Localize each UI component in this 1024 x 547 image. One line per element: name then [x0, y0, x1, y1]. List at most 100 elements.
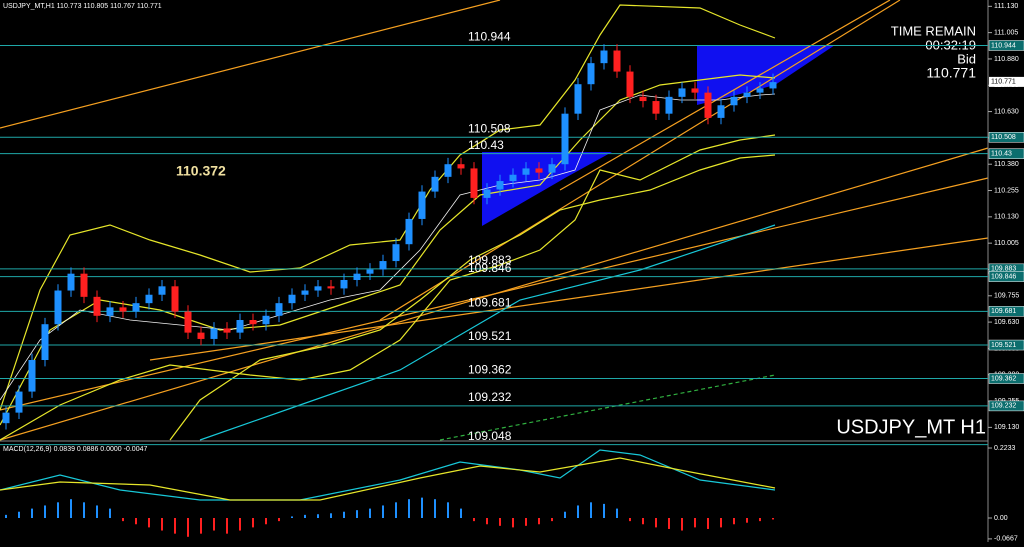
indicators — [0, 4, 776, 441]
level-tag-label: 109.232 — [991, 403, 1016, 410]
candle-body — [15, 391, 23, 413]
candle-body — [496, 181, 504, 190]
candle-body — [535, 168, 543, 173]
bid-value: 110.771 — [926, 65, 976, 81]
candle-body — [379, 261, 387, 270]
macd-tick-label: 0.00 — [994, 515, 1008, 522]
candle-body — [652, 101, 660, 114]
level-tag-label: 109.846 — [991, 273, 1016, 280]
candle-body — [119, 307, 127, 312]
trendlines — [0, 0, 989, 441]
bid-label: Bid — [957, 51, 976, 66]
candle-body — [132, 303, 140, 312]
candle-body — [574, 84, 582, 114]
candle-body — [769, 82, 777, 89]
candle-body — [236, 320, 244, 333]
y-tick-label: 111.005 — [994, 29, 1018, 36]
y-tick-label: 110.630 — [994, 108, 1019, 115]
y-tick-label: 109.130 — [994, 424, 1019, 431]
candle-body — [548, 164, 556, 173]
level-label: 110.43 — [468, 138, 504, 152]
candle-body — [756, 88, 764, 93]
candle-body — [223, 328, 231, 333]
level-tag — [988, 132, 1024, 143]
candle-body — [392, 244, 400, 262]
candle-body — [288, 294, 296, 304]
level-label: 109.846 — [468, 261, 512, 275]
candle-body — [80, 273, 88, 297]
candle-body — [184, 311, 192, 333]
bid-tag-label: 110.771 — [991, 79, 1016, 86]
y-tick-label: 109.630 — [994, 319, 1019, 326]
candle-body — [28, 360, 36, 392]
candle-body — [444, 164, 452, 177]
level-tag-label: 110.508 — [991, 134, 1016, 141]
macd-lines — [0, 449, 776, 501]
candle-body — [600, 50, 608, 64]
level-tag — [988, 306, 1024, 317]
candle-body — [457, 164, 465, 169]
candle-body — [93, 296, 101, 316]
level-label: 109.362 — [468, 363, 512, 377]
candle-body — [67, 273, 75, 291]
macd-label: MACD(12,26,9) 0.0839 0.0886 0.0000 -0.00… — [3, 446, 147, 453]
zone — [697, 45, 835, 105]
candle-body — [704, 92, 712, 118]
candle-body — [327, 286, 335, 289]
candle-body — [743, 92, 751, 97]
marker-label: 110.372 — [176, 163, 226, 179]
candle-body — [470, 168, 478, 198]
level-tag-label: 110.944 — [991, 42, 1016, 49]
candle-body — [314, 286, 322, 291]
candle-body — [2, 412, 10, 424]
candle-body — [665, 96, 673, 114]
y-tick-label: 111.130 — [994, 3, 1018, 10]
level-tag-label: 109.521 — [991, 342, 1016, 349]
level-label: 110.944 — [468, 30, 511, 44]
y-tick-label: 110.255 — [994, 187, 1019, 194]
level-label: 109.232 — [468, 390, 512, 404]
candle-body — [262, 315, 270, 325]
bid-tag — [989, 76, 1024, 87]
level-tag — [988, 40, 1024, 51]
level-tag-label: 109.681 — [991, 308, 1016, 315]
level-label: 109.883 — [468, 253, 512, 267]
candle-body — [41, 324, 49, 360]
y-tick-label: 109.755 — [994, 293, 1019, 300]
time-remain: 00:32:19 — [925, 37, 976, 52]
candle-body — [145, 294, 153, 304]
zone — [482, 152, 612, 226]
candle-body — [522, 168, 530, 175]
candle-body — [340, 280, 348, 289]
time-remain-label: TIME REMAIN — [891, 23, 976, 38]
level-tag — [988, 400, 1024, 412]
candle-body — [626, 71, 634, 97]
candle-body — [54, 290, 62, 325]
candle-body — [418, 191, 426, 219]
y-tick-label: 110.130 — [994, 214, 1019, 221]
level-tag — [988, 339, 1024, 351]
header: USDJPY_MT,H1 110.773 110.805 110.767 110… — [3, 3, 162, 10]
candle-body — [587, 63, 595, 85]
candle-body — [717, 105, 725, 118]
level-tag — [988, 148, 1024, 159]
candle-body — [405, 218, 413, 245]
candle-body — [431, 176, 439, 192]
candle-body — [106, 307, 114, 316]
level-tag — [988, 271, 1024, 282]
candle-body — [275, 303, 283, 316]
level-label: 109.681 — [468, 296, 512, 310]
candle-body — [158, 286, 166, 295]
macd-tick-label: 0.2233 — [994, 445, 1016, 452]
candle-body — [730, 96, 738, 106]
candle-body — [366, 269, 374, 274]
symbol-label: USDJPY_MT H1 — [836, 416, 986, 438]
level-label: 110.508 — [468, 121, 511, 135]
y-tick-label: 110.380 — [994, 161, 1019, 168]
candle-body — [639, 96, 647, 102]
level-tag-label: 109.362 — [991, 375, 1016, 382]
candle-body — [171, 286, 179, 312]
